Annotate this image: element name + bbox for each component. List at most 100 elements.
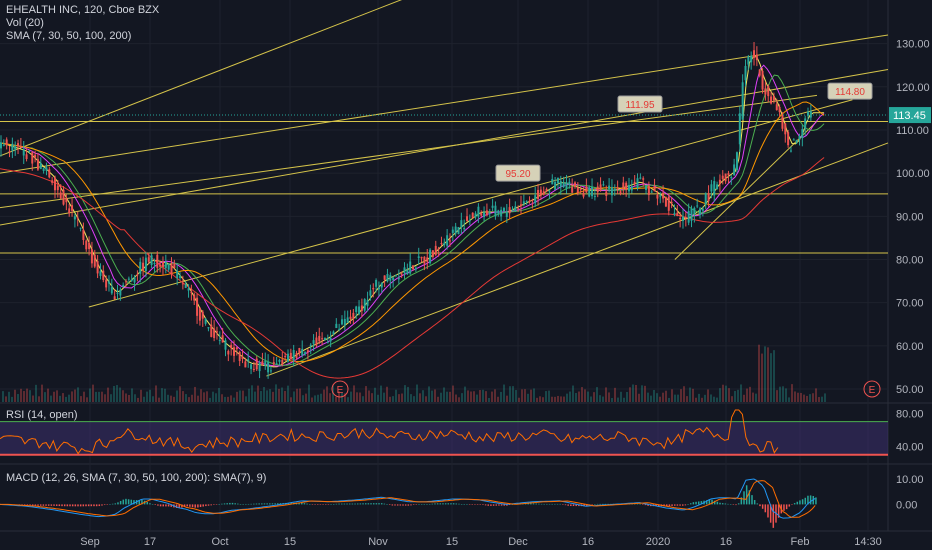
macd-histogram-bar xyxy=(226,503,228,505)
candle-body xyxy=(625,182,628,191)
candle-body xyxy=(727,173,730,176)
volume-bar xyxy=(692,388,694,402)
macd-histogram-bar xyxy=(708,499,711,505)
volume-bar xyxy=(572,385,574,402)
macd-histogram-bar xyxy=(186,504,188,507)
candle-body xyxy=(690,208,693,221)
candle-body xyxy=(502,208,505,212)
candle-body xyxy=(19,146,22,148)
macd-histogram-bar xyxy=(809,495,812,505)
earnings-marker xyxy=(331,380,349,398)
candle-body xyxy=(520,204,523,207)
candle-body xyxy=(744,65,747,81)
macd-histogram-bar xyxy=(756,503,759,505)
volume-bar xyxy=(383,392,385,402)
macd-histogram-bar xyxy=(748,490,751,505)
candle-body xyxy=(14,146,17,150)
macd-histogram-bar xyxy=(111,503,114,505)
macd-histogram-bar xyxy=(407,504,410,506)
x-tick-label: 16 xyxy=(720,536,732,548)
earnings-marker-label: E xyxy=(869,385,876,396)
candle-body xyxy=(264,361,267,366)
price-callout-box xyxy=(827,82,873,100)
candle-body xyxy=(31,152,34,164)
macd-histogram-bar xyxy=(751,495,753,505)
candle-body xyxy=(531,199,534,201)
candle-body xyxy=(335,323,338,329)
candle-body xyxy=(795,139,798,143)
candle-body xyxy=(781,115,784,129)
volume-bar xyxy=(11,396,13,402)
candle-body xyxy=(17,143,20,147)
volume-bar xyxy=(737,389,739,402)
x-tick-label: 17 xyxy=(144,536,156,548)
macd-histogram-bar xyxy=(479,504,482,505)
volume-bar xyxy=(494,389,496,402)
macd-histogram-bar xyxy=(258,503,260,505)
macd-histogram-bar xyxy=(487,504,490,506)
candle-body xyxy=(45,167,48,171)
volume-bar xyxy=(62,393,64,402)
macd-histogram-bar xyxy=(50,504,53,506)
volume-bar xyxy=(587,391,589,402)
candle-body xyxy=(281,359,284,365)
macd-histogram-bar xyxy=(807,495,809,505)
volume-bar xyxy=(290,397,292,402)
volume-bar xyxy=(644,385,646,402)
macd-histogram-bar xyxy=(607,503,609,505)
candle-body xyxy=(394,274,397,276)
candle-body xyxy=(642,178,645,180)
macd-histogram-bar xyxy=(175,504,178,508)
macd-histogram-bar xyxy=(436,503,439,505)
macd-histogram-bar xyxy=(386,504,388,505)
candle-body xyxy=(437,248,440,250)
x-tick-label: Nov xyxy=(368,536,388,548)
macd-histogram-bar xyxy=(101,504,103,506)
volume-bar xyxy=(560,396,562,402)
volume-legend: Vol (20) xyxy=(6,17,44,29)
macd-histogram-bar xyxy=(559,503,561,505)
x-tick-label: Sep xyxy=(80,536,100,548)
volume-bar xyxy=(656,393,658,402)
macd-histogram-bar xyxy=(740,497,743,505)
candle-body xyxy=(48,169,51,178)
macd-histogram-bar xyxy=(599,503,601,505)
macd-histogram-bar xyxy=(423,504,426,505)
candle-body xyxy=(770,96,773,104)
volume-bar xyxy=(470,391,472,402)
candle-body xyxy=(571,187,574,193)
volume-bar xyxy=(137,397,139,402)
candle-body xyxy=(198,307,201,321)
volume-bar xyxy=(749,386,751,402)
volume-bar xyxy=(26,388,28,402)
volume-bar xyxy=(803,394,805,402)
candle-body xyxy=(68,208,71,214)
candle-body xyxy=(213,328,216,338)
macd-histogram-bar xyxy=(687,504,689,505)
volume-bar xyxy=(800,392,802,402)
macd-histogram-bar xyxy=(66,504,69,507)
macd-histogram-bar xyxy=(564,504,567,506)
macd-histogram-bar xyxy=(93,504,95,507)
x-tick-label: Dec xyxy=(508,536,528,548)
volume-bar xyxy=(641,385,643,402)
macd-histogram-bar xyxy=(500,504,503,506)
candle-body xyxy=(687,210,690,223)
volume-bar xyxy=(47,388,49,402)
volume-bar xyxy=(101,391,103,402)
volume-bar xyxy=(440,392,442,402)
candle-body xyxy=(613,188,616,190)
macd-histogram-bar xyxy=(484,504,487,506)
candle-body xyxy=(528,200,531,202)
macd-histogram-bar xyxy=(490,504,492,506)
macd-histogram-bar xyxy=(639,503,641,505)
macd-histogram-bar xyxy=(221,503,223,505)
candle-body xyxy=(653,186,656,192)
candle-body xyxy=(551,178,554,185)
volume-bar xyxy=(704,394,706,402)
volume-bar xyxy=(605,387,607,402)
candle-body xyxy=(545,188,548,191)
volume-bar xyxy=(731,396,733,402)
macd-histogram-bar xyxy=(562,504,564,505)
